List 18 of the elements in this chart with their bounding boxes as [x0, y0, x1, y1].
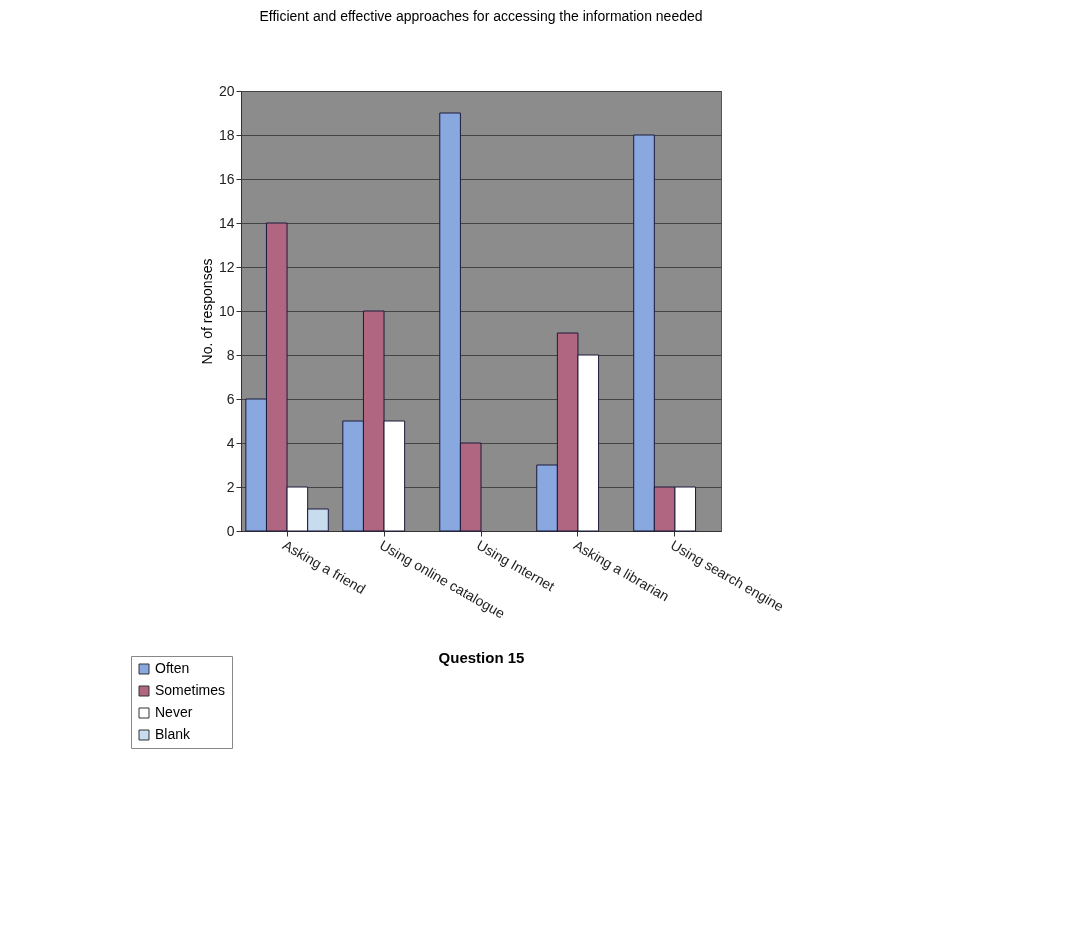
legend-label: Never [155, 704, 193, 720]
y-tick-label: 8 [226, 346, 235, 363]
y-tick-label: 10 [218, 302, 235, 319]
y-tick-label: 20 [218, 82, 235, 99]
y-tick-label: 0 [226, 522, 235, 539]
y-tick-label: 6 [226, 390, 235, 407]
y-tick-label: 2 [226, 478, 235, 495]
y-tick-label: 14 [218, 214, 235, 231]
y-tick-label: 12 [218, 258, 235, 275]
y-tick-label: 4 [226, 434, 235, 451]
x-axis-title: Question 15 [438, 649, 525, 667]
y-tick-label: 16 [218, 170, 235, 187]
chart-title: Efficient and effective approaches for accessing the information needed [259, 8, 703, 24]
y-axis-title: No. of responses [198, 258, 215, 365]
legend-label: Sometimes [155, 682, 226, 698]
y-tick-label: 18 [218, 126, 235, 143]
legend-label: Often [155, 660, 190, 676]
legend-label: Blank [155, 726, 192, 742]
